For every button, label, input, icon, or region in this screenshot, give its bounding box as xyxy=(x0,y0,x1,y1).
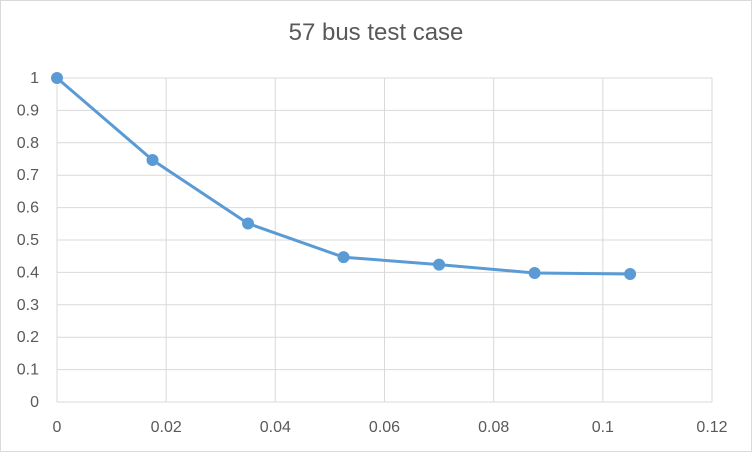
data-point xyxy=(51,72,63,84)
y-tick-label: 1 xyxy=(30,70,39,87)
data-point xyxy=(242,217,255,230)
series-layer xyxy=(51,72,637,281)
data-point xyxy=(433,258,446,271)
y-tick-label: 0.3 xyxy=(17,297,39,314)
x-tick-label: 0.02 xyxy=(151,419,182,436)
data-point xyxy=(146,153,159,166)
y-tick-label: 0.2 xyxy=(17,329,39,346)
series-line xyxy=(55,76,632,276)
y-tick-label: 0 xyxy=(30,394,39,411)
y-tick-label: 0.4 xyxy=(17,264,39,281)
data-point xyxy=(528,267,541,280)
x-tick-label: 0.12 xyxy=(696,419,727,436)
x-tick-label: 0 xyxy=(53,419,62,436)
y-tick-label: 0.7 xyxy=(17,167,39,184)
y-tick-label: 0.6 xyxy=(17,200,39,217)
y-tick-label: 0.1 xyxy=(17,362,39,379)
y-tick-label: 0.9 xyxy=(17,102,39,119)
data-point xyxy=(624,268,637,281)
y-tick-label: 0.8 xyxy=(17,135,39,152)
x-tick-label: 0.08 xyxy=(478,419,509,436)
x-tick-label: 0.04 xyxy=(260,419,291,436)
tick-labels: 0 0.1 0.2 0.3 0.4 0.5 0.6 0.7 0.8 0.9 1 0 0.02 0.04 0.… xyxy=(17,70,728,436)
chart-title: 57 bus test case xyxy=(288,19,464,46)
gridlines xyxy=(56,77,713,403)
x-tick-label: 0.1 xyxy=(592,419,614,436)
x-tick-label: 0.06 xyxy=(369,419,400,436)
data-point xyxy=(337,251,350,264)
y-tick-label: 0.5 xyxy=(17,232,39,249)
